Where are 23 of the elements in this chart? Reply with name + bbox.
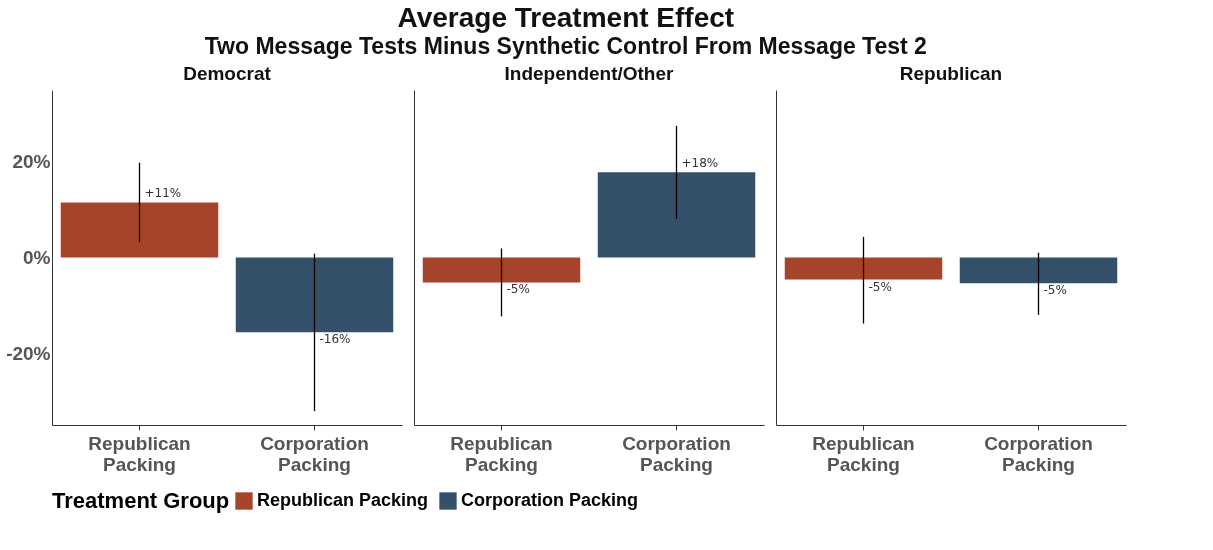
- text: Two Message Tests Minus Synthetic Control From Message Test 2: [204, 33, 927, 59]
- legend-title: Treatment Group: [52, 488, 230, 513]
- y-tick-label: 0%: [23, 247, 51, 268]
- data-label: -16%: [319, 332, 351, 347]
- x-tick-label: Corporation Packing: [622, 432, 731, 475]
- data-label: +18%: [681, 156, 719, 171]
- chart-title: Independent/Other: [504, 63, 675, 84]
- y-tick-label: 20%: [12, 151, 51, 173]
- y-tick-label: -20%: [6, 342, 51, 364]
- data-label: -5%: [868, 279, 892, 294]
- legend-label: Republican Packing: [257, 490, 429, 510]
- data-label: -5%: [1043, 283, 1067, 298]
- data-label: +11%: [144, 186, 182, 201]
- legend-label: Corporation Packing: [461, 490, 639, 510]
- x-tick-label: Corporation Packing: [984, 432, 1093, 475]
- data-label: -5%: [506, 282, 530, 297]
- x-tick-label: Republican Packing: [812, 432, 915, 475]
- chart-title: Republican: [899, 63, 1003, 84]
- x-tick-label: Republican Packing: [88, 432, 191, 475]
- text: Average Treatment Effect: [397, 2, 735, 33]
- chart-title: Democrat: [183, 63, 272, 84]
- x-tick-label: Corporation Packing: [260, 432, 369, 475]
- x-tick-label: Republican Packing: [450, 432, 553, 475]
